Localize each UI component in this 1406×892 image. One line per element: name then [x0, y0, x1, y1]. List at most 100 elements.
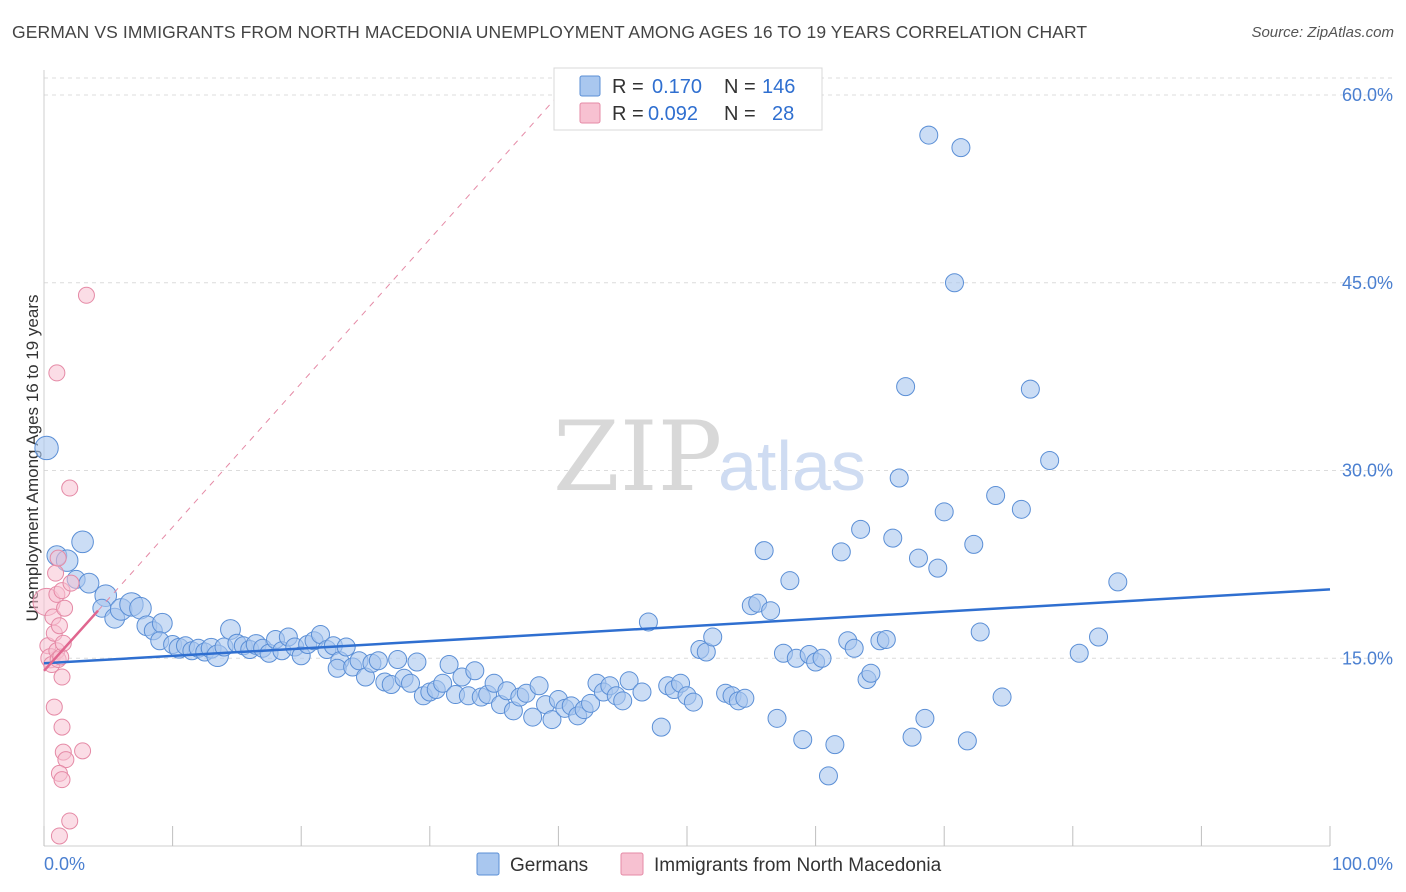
bottom-legend: Germans Immigrants from North Macedonia — [476, 852, 942, 876]
point-germans — [986, 486, 1006, 506]
point-germans — [151, 612, 173, 634]
point-germans — [71, 530, 94, 554]
point-germans — [889, 468, 909, 488]
watermark-atlas: atlas — [718, 427, 866, 505]
chart-title: GERMAN VS IMMIGRANTS FROM NORTH MACEDONI… — [12, 22, 1088, 42]
bottom-legend-swatch-macedonia — [620, 852, 644, 876]
y-axis-label: Unemployment Among Ages 16 to 19 years — [23, 295, 42, 622]
point-germans — [613, 691, 633, 711]
x-tick-labels: 0.0% 100.0% — [44, 854, 1393, 874]
point-germans — [433, 673, 453, 693]
point-germans — [793, 730, 813, 750]
y-tick-label: 30.0% — [1342, 461, 1393, 481]
bottom-legend-germans: Germans — [510, 855, 588, 876]
point-germans — [831, 542, 851, 562]
point-germans — [523, 707, 543, 727]
point-germans — [1069, 643, 1089, 663]
legend-germans-r-value: 0.170 — [652, 76, 702, 98]
point-germans — [703, 627, 723, 647]
grid-lines — [44, 77, 1395, 659]
point-germans — [902, 727, 922, 747]
point-germans — [915, 708, 935, 728]
point-macedonia — [50, 827, 68, 845]
point-macedonia — [53, 771, 71, 789]
axes — [43, 70, 1331, 847]
point-germans — [735, 688, 755, 708]
point-germans — [1020, 379, 1040, 399]
legend-swatch-germans — [579, 75, 601, 97]
point-germans — [754, 541, 774, 561]
legend-germans-r-label: R = — [612, 76, 644, 98]
point-germans — [581, 693, 601, 713]
legend-swatch-macedonia — [579, 102, 601, 124]
point-germans — [970, 622, 990, 642]
point-germans — [651, 717, 671, 737]
point-germans — [388, 650, 408, 670]
trend-line-macedonia — [43, 609, 99, 672]
legend-macedonia-n-label: N = — [724, 103, 756, 125]
bottom-legend-macedonia: Immigrants from North Macedonia — [654, 855, 942, 876]
point-germans — [1040, 451, 1060, 471]
y-tick-labels: 15.0% 30.0% 45.0% 60.0% — [1342, 85, 1393, 668]
point-germans — [861, 663, 881, 683]
point-germans — [944, 273, 964, 293]
point-germans — [844, 638, 864, 658]
y-tick-label: 15.0% — [1342, 648, 1393, 668]
point-germans — [439, 655, 459, 675]
point-germans — [934, 502, 954, 522]
trend-line-macedonia-extended — [97, 94, 559, 612]
point-germans — [34, 435, 59, 461]
point-germans — [951, 138, 971, 158]
point-germans — [407, 652, 427, 672]
series-germans — [34, 125, 1128, 786]
point-macedonia — [56, 599, 74, 617]
point-germans — [957, 731, 977, 751]
watermark: ZIP atlas — [553, 401, 866, 513]
trend-lines — [43, 94, 1331, 672]
point-germans — [964, 534, 984, 554]
x-tick-label: 0.0% — [44, 854, 85, 874]
bottom-legend-swatch-germans — [476, 852, 500, 876]
trend-line-germans — [43, 588, 1331, 665]
y-tick-label: 45.0% — [1342, 273, 1393, 293]
point-macedonia — [61, 812, 79, 830]
point-germans — [1011, 499, 1031, 519]
point-germans — [851, 519, 871, 539]
legend-macedonia-r-value: 0.092 — [648, 103, 698, 125]
point-germans — [619, 671, 639, 691]
point-macedonia — [57, 751, 75, 769]
point-germans — [1089, 627, 1109, 647]
y-tick-label: 60.0% — [1342, 85, 1393, 105]
point-germans — [368, 651, 388, 671]
point-germans — [761, 601, 781, 621]
point-macedonia — [62, 574, 80, 592]
point-germans — [632, 682, 652, 702]
legend-macedonia-r-label: R = — [612, 103, 644, 125]
point-germans — [825, 735, 845, 755]
point-macedonia — [53, 668, 71, 686]
point-macedonia — [45, 698, 63, 716]
point-germans — [919, 125, 939, 145]
point-macedonia — [54, 634, 72, 652]
series-macedonia — [32, 286, 95, 845]
point-macedonia — [74, 742, 92, 760]
point-macedonia — [77, 286, 95, 304]
point-germans — [780, 571, 800, 591]
point-germans — [896, 377, 916, 397]
point-macedonia — [53, 718, 71, 736]
point-germans — [683, 692, 703, 712]
point-macedonia — [61, 479, 79, 497]
x-tick-label: 100.0% — [1332, 854, 1393, 874]
watermark-zip: ZIP — [553, 401, 722, 513]
legend-germans-n-value: 146 — [762, 76, 795, 98]
point-macedonia — [47, 564, 65, 582]
point-germans — [992, 687, 1012, 707]
legend-macedonia-n-value: 28 — [772, 103, 794, 125]
point-macedonia — [49, 549, 67, 567]
point-germans — [638, 612, 658, 632]
legend: R = 0.170 N = 146 R = 0.092 N = 28 — [553, 67, 823, 131]
point-germans — [767, 708, 787, 728]
point-macedonia — [50, 617, 68, 635]
legend-germans-n-label: N = — [724, 76, 756, 98]
